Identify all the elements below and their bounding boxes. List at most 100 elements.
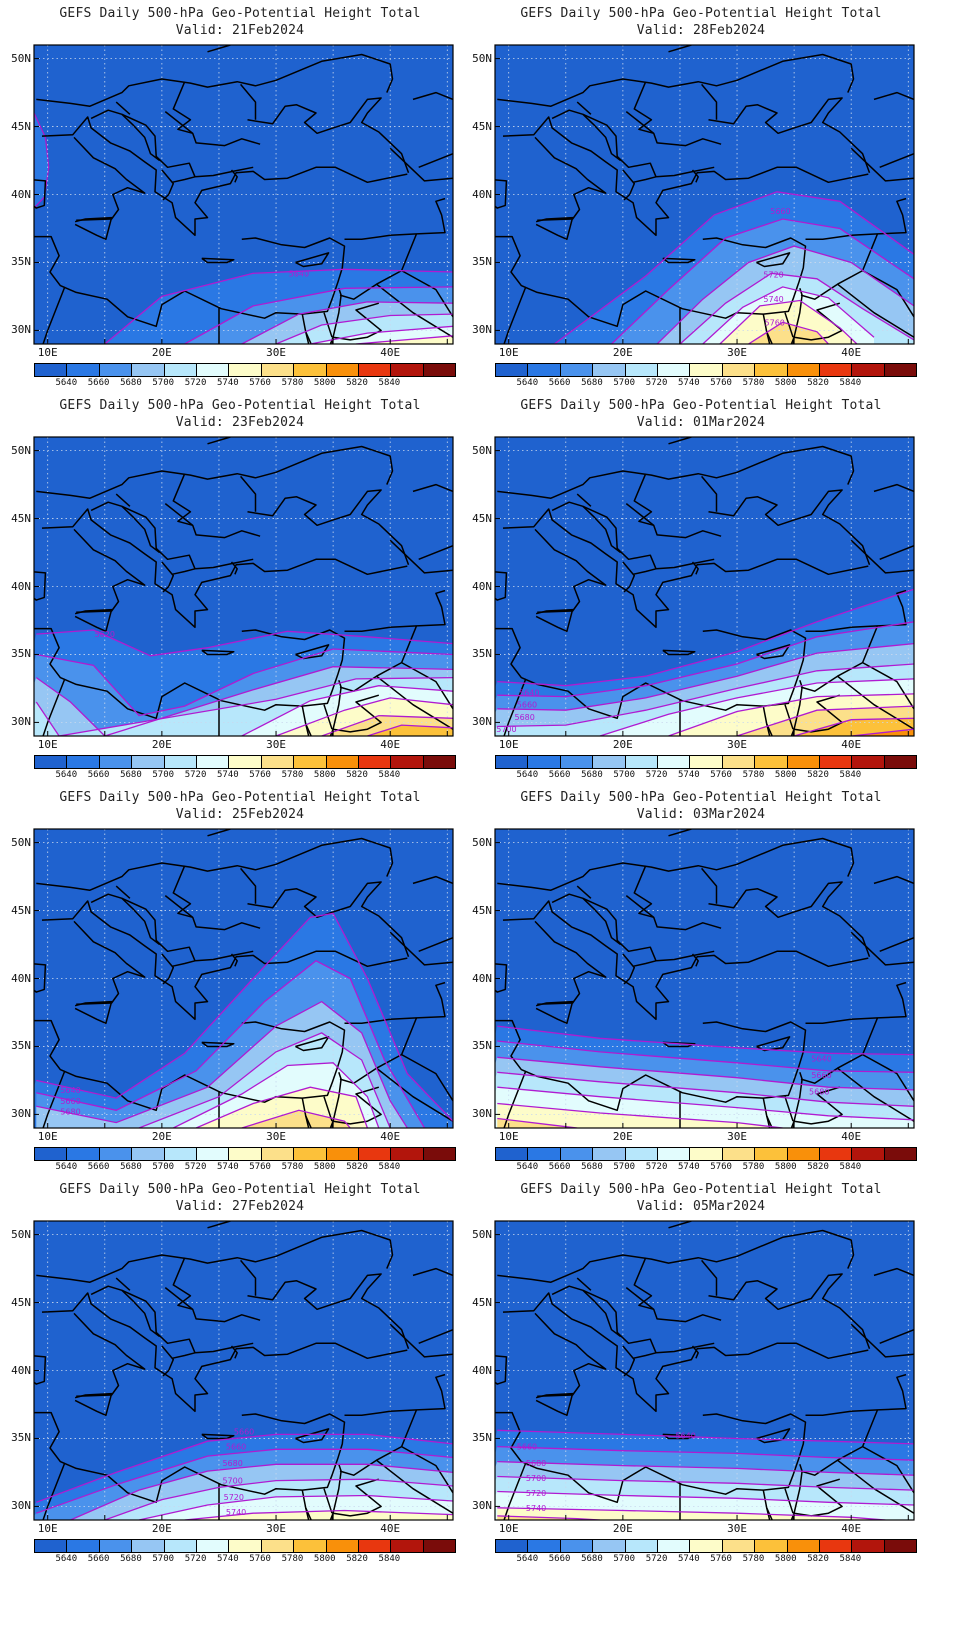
colorbar-swatch bbox=[67, 1540, 100, 1552]
colorbar-swatch bbox=[99, 1148, 133, 1160]
coastline bbox=[633, 81, 654, 135]
colorbar-swatch bbox=[852, 1540, 885, 1552]
lon-label: 30E bbox=[727, 346, 747, 359]
contour-line bbox=[668, 693, 914, 736]
coastline bbox=[90, 109, 254, 178]
colorbar-label: 5660 bbox=[548, 770, 571, 780]
coastline bbox=[115, 101, 131, 115]
colorbar-label: 5700 bbox=[613, 378, 636, 388]
lat-label: 50N bbox=[11, 1227, 31, 1241]
colorbar-swatch bbox=[423, 364, 456, 376]
colorbar-swatch bbox=[164, 364, 197, 376]
colorbar-swatch bbox=[593, 1540, 626, 1552]
map-panel: GEFS Daily 500-hPa Geo-Potential Height … bbox=[461, 1176, 941, 1586]
colorbar-label: 5780 bbox=[281, 378, 304, 388]
coastline bbox=[247, 489, 410, 566]
contour-line bbox=[367, 724, 453, 736]
colorbar-swatch bbox=[884, 364, 917, 376]
coastline bbox=[207, 437, 231, 445]
colorbar-swatch bbox=[67, 756, 100, 768]
coastline bbox=[323, 1488, 333, 1514]
lon-label: 20E bbox=[612, 738, 633, 751]
coastline bbox=[332, 1478, 382, 1517]
coastline bbox=[171, 568, 196, 576]
coastline bbox=[332, 694, 382, 733]
colorbar-label: 5740 bbox=[678, 1162, 700, 1172]
coastline bbox=[495, 1355, 508, 1385]
contour-label: 5680 bbox=[222, 1459, 242, 1468]
contour-label: 5740 bbox=[226, 1508, 246, 1517]
coastline bbox=[503, 678, 527, 736]
coastline bbox=[625, 895, 722, 931]
colorbar-label: 5740 bbox=[217, 378, 239, 388]
coastline bbox=[576, 885, 592, 899]
colorbar-label: 5820 bbox=[807, 770, 829, 780]
coastline bbox=[784, 1096, 794, 1122]
coastline bbox=[41, 508, 408, 629]
colorbar-label: 5840 bbox=[839, 1554, 862, 1564]
colorbar-label: 5740 bbox=[678, 1554, 700, 1564]
contour-label: 5640 bbox=[519, 689, 539, 698]
coastline bbox=[418, 545, 453, 560]
colorbar-swatch bbox=[229, 756, 262, 768]
coastline bbox=[171, 176, 196, 184]
contour-line bbox=[70, 1463, 453, 1520]
contour-label: 5700 bbox=[222, 1477, 242, 1486]
contour-line bbox=[36, 1448, 453, 1514]
colorbar-swatch bbox=[852, 1148, 885, 1160]
coastline bbox=[115, 885, 131, 899]
colorbar-swatch bbox=[196, 756, 230, 768]
coastline bbox=[164, 503, 261, 539]
colorbar-swatch bbox=[755, 1148, 788, 1160]
coastline bbox=[800, 1409, 879, 1476]
coastline bbox=[323, 312, 333, 338]
panel-valid-date: Valid: 23Feb2024 bbox=[175, 415, 305, 430]
coastline bbox=[668, 1221, 692, 1229]
coastline bbox=[633, 473, 654, 527]
coastline bbox=[503, 1070, 527, 1128]
coastline bbox=[74, 216, 113, 241]
coastline bbox=[805, 197, 907, 241]
coastline bbox=[551, 501, 715, 570]
coastline bbox=[691, 169, 699, 183]
contour-line bbox=[184, 286, 453, 344]
colorbar-label: 5680 bbox=[120, 770, 142, 780]
coastline bbox=[42, 1462, 66, 1520]
colorbar-label: 5680 bbox=[120, 1554, 142, 1564]
coastline bbox=[495, 963, 508, 993]
colorbar-swatch bbox=[35, 364, 68, 376]
colorbar-label: 5840 bbox=[839, 770, 862, 780]
coastline bbox=[247, 881, 410, 958]
contour-label: 5640 bbox=[675, 1432, 695, 1441]
colorbar-label: 5640 bbox=[55, 770, 78, 780]
colorbar-label: 5680 bbox=[581, 1554, 603, 1564]
coastline bbox=[850, 147, 914, 182]
coastline bbox=[879, 1329, 914, 1344]
colorbar-swatch bbox=[99, 756, 133, 768]
coastline bbox=[691, 561, 699, 575]
colorbar bbox=[495, 1147, 917, 1161]
coastline bbox=[121, 505, 161, 554]
coastline bbox=[805, 981, 907, 1025]
coastline bbox=[164, 111, 261, 147]
colorbar-label: 5820 bbox=[807, 1162, 829, 1172]
coastline bbox=[701, 475, 718, 512]
colorbar-label: 5700 bbox=[613, 1162, 636, 1172]
coastline bbox=[34, 571, 47, 601]
colorbar-label: 5780 bbox=[742, 1162, 765, 1172]
colorbar-label: 5840 bbox=[378, 770, 401, 780]
contour-line bbox=[36, 1433, 453, 1503]
colorbar-label: 5760 bbox=[249, 1554, 271, 1564]
coastline bbox=[164, 895, 261, 931]
coastline bbox=[497, 53, 855, 107]
contour-fill bbox=[497, 1103, 783, 1128]
colorbar-swatch bbox=[358, 364, 392, 376]
lon-label: 30E bbox=[266, 738, 286, 751]
coastline bbox=[171, 960, 196, 968]
colorbar-swatch bbox=[326, 364, 359, 376]
contour-line bbox=[321, 714, 453, 736]
coastline bbox=[535, 1000, 574, 1025]
colorbar-swatch bbox=[560, 1148, 594, 1160]
colorbar-swatch bbox=[528, 1540, 561, 1552]
colorbar-label: 5800 bbox=[774, 1554, 797, 1564]
